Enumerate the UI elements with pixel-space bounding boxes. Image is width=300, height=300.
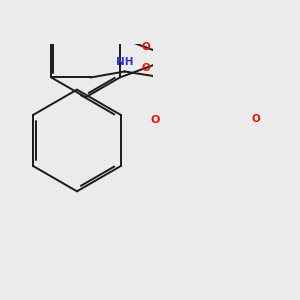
Text: O: O [151, 115, 160, 125]
Text: NH: NH [116, 57, 134, 68]
Text: O: O [252, 114, 260, 124]
Text: O: O [141, 42, 150, 52]
Text: O: O [141, 63, 150, 73]
